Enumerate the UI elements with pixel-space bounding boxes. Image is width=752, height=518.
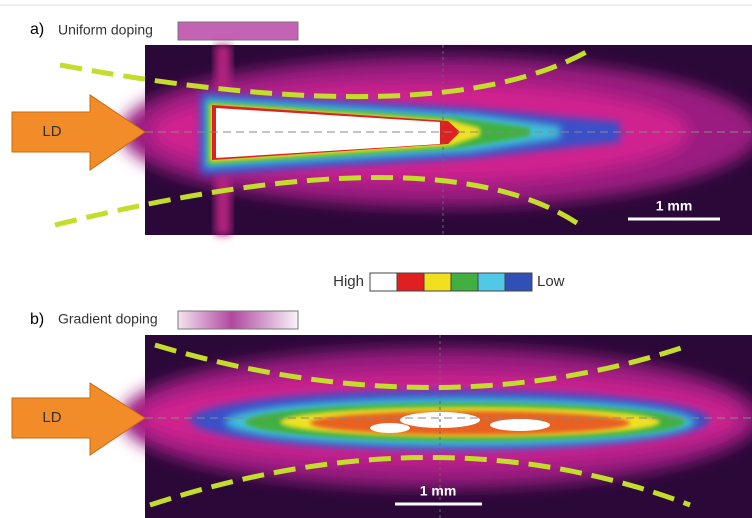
doping-swatch — [177, 310, 299, 330]
beam-outline — [59, 47, 592, 100]
ld-arrow — [11, 382, 146, 456]
panel-title: Uniform doping — [58, 22, 153, 38]
legend-low: Low — [537, 273, 565, 290]
scale-label: 1 mm — [656, 198, 693, 214]
arrow-label: LD — [42, 123, 61, 140]
heatmap-b — [120, 335, 752, 518]
arrow-label: LD — [42, 409, 61, 426]
panel-title: Gradient doping — [58, 311, 158, 327]
doping-swatch — [177, 21, 299, 41]
heatmap-a — [120, 45, 752, 235]
beam-outline — [149, 455, 691, 508]
panel-label: a) — [30, 21, 44, 38]
color-scale — [369, 272, 533, 292]
ld-arrow — [11, 94, 146, 171]
beam-outline — [154, 342, 691, 390]
beam-outline — [54, 175, 582, 228]
scale-label: 1 mm — [420, 483, 457, 499]
legend-high: High — [333, 273, 364, 290]
panel-label: b) — [30, 311, 44, 328]
